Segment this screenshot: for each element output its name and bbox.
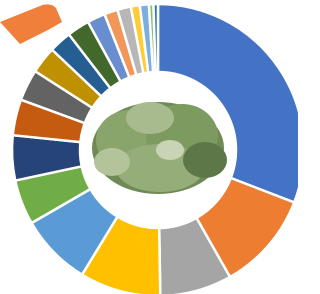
chart (0, 0, 298, 294)
wedge (153, 4, 158, 72)
center-image (92, 102, 227, 194)
decoration (0, 4, 62, 44)
